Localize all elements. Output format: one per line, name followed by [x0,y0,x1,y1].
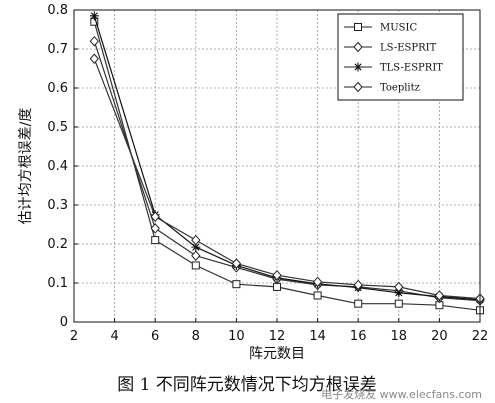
legend-item: Toeplitz [344,81,420,94]
legend: MUSIC LS-ESPRIT TLS-ESPRIT Toeplitz [337,13,464,101]
x-tick-label: 6 [151,329,159,344]
x-tick-label: 20 [431,329,448,344]
series-line [93,15,481,301]
data-point [312,276,323,288]
legend-label: MUSIC [380,23,417,34]
data-point [434,290,445,301]
data-point [232,280,241,289]
x-tick-label: 2 [70,329,78,344]
data-point [150,223,160,234]
data-point [394,281,404,293]
data-point [273,282,281,291]
series-layer [89,11,485,315]
y-tick-label: 0.3 [47,198,68,213]
x-tick-label: 16 [350,329,367,344]
legend-marker [353,62,363,72]
legend-item: LS-ESPRIT [344,41,437,54]
y-tick-label: 0.5 [47,120,68,135]
legend-item: TLS-ESPRIT [344,62,443,74]
data-point [394,288,404,298]
x-tick-label: 22 [472,329,489,344]
legend-item: MUSIC [344,23,417,34]
y-tick-label: 0.4 [47,159,68,174]
x-tick-label: 10 [228,329,245,344]
legend-label: TLS-ESPRIT [380,63,443,74]
y-tick-label: 0.2 [47,237,68,252]
watermark: 电子发烧友 www.elecfans.com [321,387,482,401]
data-point [394,299,403,308]
y-tick-label: 0.8 [47,3,68,18]
data-point [191,242,201,252]
data-point [89,35,99,47]
series-line [93,58,481,300]
legend-marker [354,23,362,31]
legend-marker [353,81,363,93]
series-line [93,21,481,311]
data-point [89,53,99,65]
figure-caption: 图 1 不同阵元数情况下均方根误差 [117,375,377,395]
data-point [191,250,201,261]
legend-label: LS-ESPRIT [380,43,437,54]
x-tick-label: 18 [391,329,408,344]
y-tick-label: 0.6 [47,81,68,96]
data-point [191,234,201,246]
y-tick-label: 0 [60,315,68,330]
y-axis-label: 估计均方根误差/度 [18,108,34,225]
y-tick-label: 0.7 [47,42,68,57]
data-point [354,299,363,308]
data-point [231,258,242,269]
data-point [150,211,160,222]
x-axis-label: 阵元数目 [249,346,305,362]
axis-ticks: 2 4 6 8 10 12 14 16 18 20 22 0 0.1 0.2 0.3 0.4 0.5 0.6 0.7… [47,3,488,344]
data-point [89,11,99,21]
x-tick-label: 14 [309,329,326,344]
series-toeplitz [89,53,485,304]
legend-marker [353,41,363,53]
y-tick-label: 0.1 [47,276,68,291]
x-tick-label: 8 [192,329,200,344]
series-music [90,17,484,315]
data-point [272,269,282,281]
data-point [191,261,200,270]
x-tick-label: 12 [269,329,286,344]
data-point [151,236,160,245]
data-point [313,291,322,300]
data-point [353,279,363,291]
x-tick-label: 4 [110,329,118,344]
legend-label: Toeplitz [380,83,420,94]
